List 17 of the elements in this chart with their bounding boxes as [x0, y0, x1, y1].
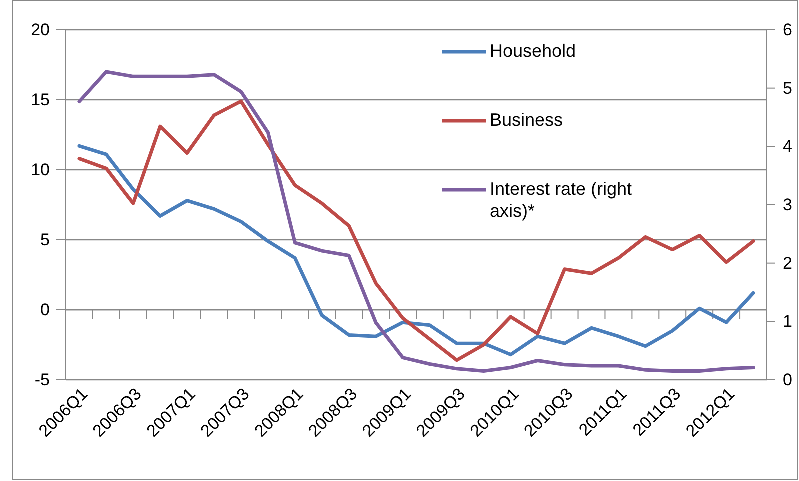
y2-tick-label: 1 [783, 312, 792, 332]
legend-label: Interest rate (right axis)* [490, 178, 632, 221]
y-tick-label: -5 [34, 370, 50, 390]
legend-label: Business [490, 110, 564, 130]
y-tick-label: 20 [31, 20, 50, 40]
line-series [78, 144, 756, 357]
y-tick-label: 15 [31, 90, 50, 110]
y2-tick-label: 3 [783, 195, 792, 214]
y2-tick-label: 0 [783, 370, 792, 390]
y-tick-label: 10 [31, 160, 50, 180]
y-tick-label: 5 [40, 230, 50, 250]
y-tick-label: 0 [40, 300, 50, 320]
y2-tick-label: 2 [783, 254, 792, 273]
y2-tick-label: 4 [783, 137, 792, 156]
y2-tick-label: 6 [783, 20, 792, 40]
legend-label: Household [490, 40, 576, 61]
y2-tick-label: 5 [783, 78, 792, 98]
